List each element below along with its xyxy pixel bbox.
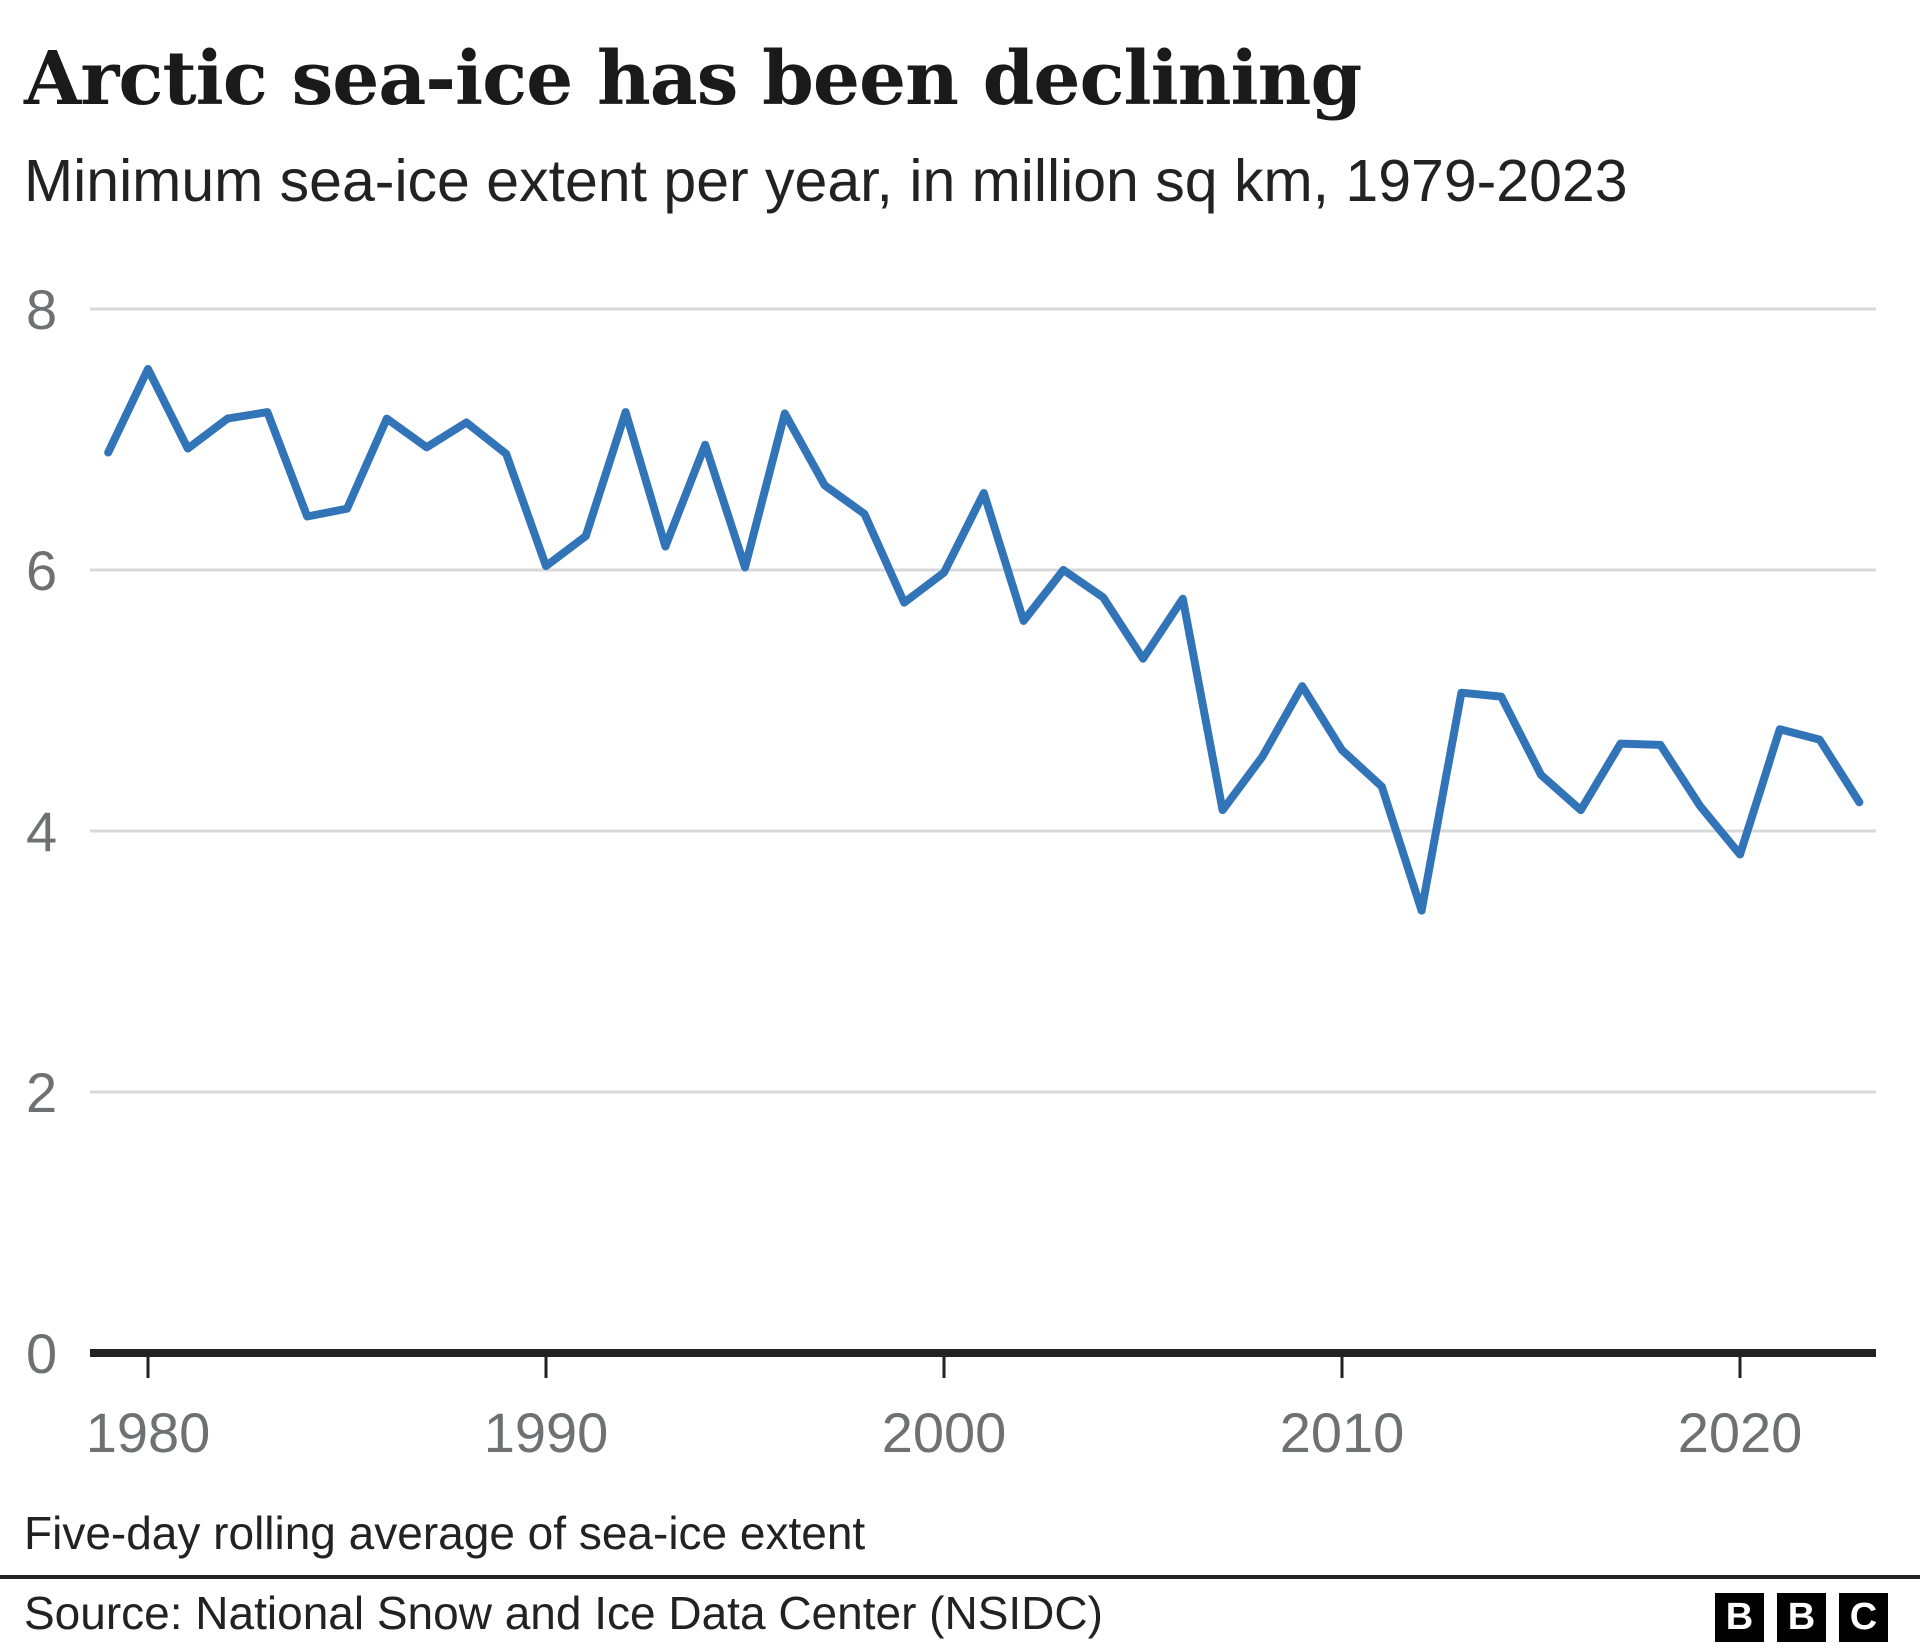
y-tick-label: 4 — [26, 800, 57, 863]
y-tick-label: 6 — [26, 539, 57, 602]
y-tick-label: 0 — [26, 1322, 57, 1385]
chart-subtitle: Minimum sea-ice extent per year, in mill… — [24, 148, 1628, 214]
bbc-logo-square: C — [1839, 1593, 1888, 1642]
bbc-logo-letter: C — [1849, 1596, 1878, 1638]
bbc-logo-square: B — [1715, 1593, 1764, 1642]
bbc-logo-letter: B — [1787, 1596, 1816, 1638]
chart-footnote: Five-day rolling average of sea-ice exte… — [24, 1507, 866, 1559]
x-tick-label: 1980 — [86, 1401, 211, 1464]
x-tick-label: 2010 — [1280, 1401, 1405, 1464]
bbc-logo-square: B — [1777, 1593, 1826, 1642]
divider-line — [0, 1575, 1920, 1579]
chart-title: Arctic sea-ice has been declining — [24, 36, 1362, 122]
y-tick-label: 8 — [26, 278, 57, 341]
sea-ice-data-line — [104, 365, 1864, 915]
source-text: Source: National Snow and Ice Data Cente… — [24, 1587, 1103, 1639]
x-tick-label: 1990 — [484, 1401, 609, 1464]
x-tick-label: 2020 — [1678, 1401, 1803, 1464]
x-tick-label: 2000 — [882, 1401, 1007, 1464]
bbc-logo-letter: B — [1725, 1596, 1754, 1638]
y-tick-label: 2 — [26, 1061, 57, 1124]
bbc-logo: B B C — [1715, 1593, 1888, 1642]
